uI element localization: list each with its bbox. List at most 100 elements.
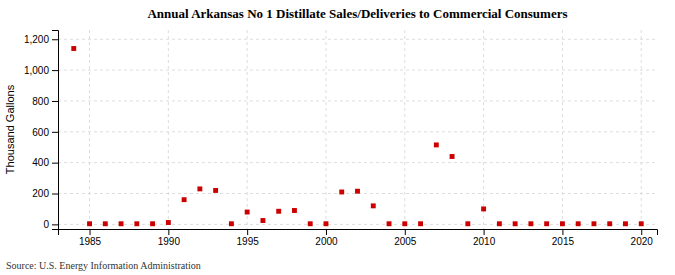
x-tick: 2010 [473,229,496,247]
x-tick-label: 2000 [315,236,338,247]
points [71,46,643,226]
x-tick-mark [326,229,327,235]
y-tick-mark [52,132,58,133]
point [260,218,265,223]
grid-line-y [58,162,657,163]
grid-line-x [562,30,563,229]
point [245,210,250,215]
x-axis-line [59,230,658,236]
x-tick-mark [90,229,91,235]
chart: 1985 1990 1995 2000 2005 2010 2015 2020 0 200 400 6… [0,0,675,275]
y-tick-mark [52,224,58,225]
point [150,221,155,226]
point [607,221,612,226]
x-tick-mark [247,229,248,235]
x-tick-label: 2010 [473,236,496,247]
grid-line-x [325,30,326,229]
x-tick-label: 1995 [237,236,260,247]
point [387,221,392,226]
grid-line-x [641,30,642,229]
x-tick-label: 2015 [552,236,575,247]
point [308,221,313,226]
title: Annual Arkansas No 1 Distillate Sales/De… [147,6,567,21]
grid-line-x [483,30,484,229]
y-tick: 600 [32,127,58,138]
x-tick: 2005 [394,229,417,247]
point [623,221,628,226]
y-tick: 800 [32,96,58,107]
grid-line-x [404,30,405,229]
y-tick: 1,200 [24,34,58,45]
point [528,221,533,226]
point [560,221,565,226]
grid-line-y [58,39,657,40]
grid-line-y [58,224,657,225]
point [465,221,470,226]
point [497,221,502,226]
grid-line-y [58,100,657,101]
x-tick: 2000 [315,229,338,247]
y-tick-mark [52,163,58,164]
annotation: Source: U.S. Energy Information Administ… [6,260,201,271]
point [276,209,281,214]
x-tick-label: 2020 [631,236,654,247]
x-tick: 1995 [237,229,260,247]
x-tick-mark [484,229,485,235]
point [355,189,360,194]
point [87,221,92,226]
point [450,154,455,159]
point [544,221,549,226]
x-tick-mark [562,229,563,235]
y-tick: 200 [32,188,58,199]
y-tick-label: 200 [32,188,49,199]
grid-line-y [58,131,657,132]
point [71,46,76,51]
point [339,190,344,195]
x-tick-mark [405,229,406,235]
y-tick-label: 600 [32,127,49,138]
point [418,221,423,226]
x-tick-mark [168,229,169,235]
x-axis: 1985 1990 1995 2000 2005 2010 2015 2020 [59,229,658,247]
y-tick-mark [52,194,58,195]
point [119,221,124,226]
point [591,221,596,226]
y-tick-mark [52,39,58,40]
y-axis: 0 200 400 600 800 1,000 1,200 [24,31,59,231]
x-tick: 1990 [158,229,181,247]
x-tick-label: 1990 [158,236,181,247]
x-tick: 2015 [552,229,575,247]
y-tick-mark [52,101,58,102]
plot: 1985 1990 1995 2000 2005 2010 2015 2020 0 200 400 6… [24,30,658,247]
point [197,186,202,191]
y-axis-line [52,31,59,230]
point [229,221,234,226]
grid-line-x [168,30,169,229]
y-tick-label: 1,200 [24,34,49,45]
y-tick: 1,000 [24,65,58,76]
point [292,208,297,213]
x-tick-label: 2005 [394,236,417,247]
x-tick-mark [641,229,642,235]
grid [58,30,657,229]
point [182,197,187,202]
y-axis-label: Thousand Gallons [4,84,16,174]
grid-line-x [247,30,248,229]
y-tick: 400 [32,157,58,168]
point [434,142,439,147]
point [481,206,486,211]
y-tick-label: 800 [32,96,49,107]
point [639,221,644,226]
point [371,203,376,208]
x-tick: 2020 [631,229,654,247]
y-tick: 0 [43,219,58,230]
point [402,221,407,226]
x-tick-label: 1985 [79,236,102,247]
point [513,221,518,226]
point [103,221,108,226]
grid-line-y [58,70,657,71]
point [213,188,218,193]
y-tick-label: 400 [32,157,49,168]
y-tick-label: 0 [43,219,49,230]
point [166,220,171,225]
